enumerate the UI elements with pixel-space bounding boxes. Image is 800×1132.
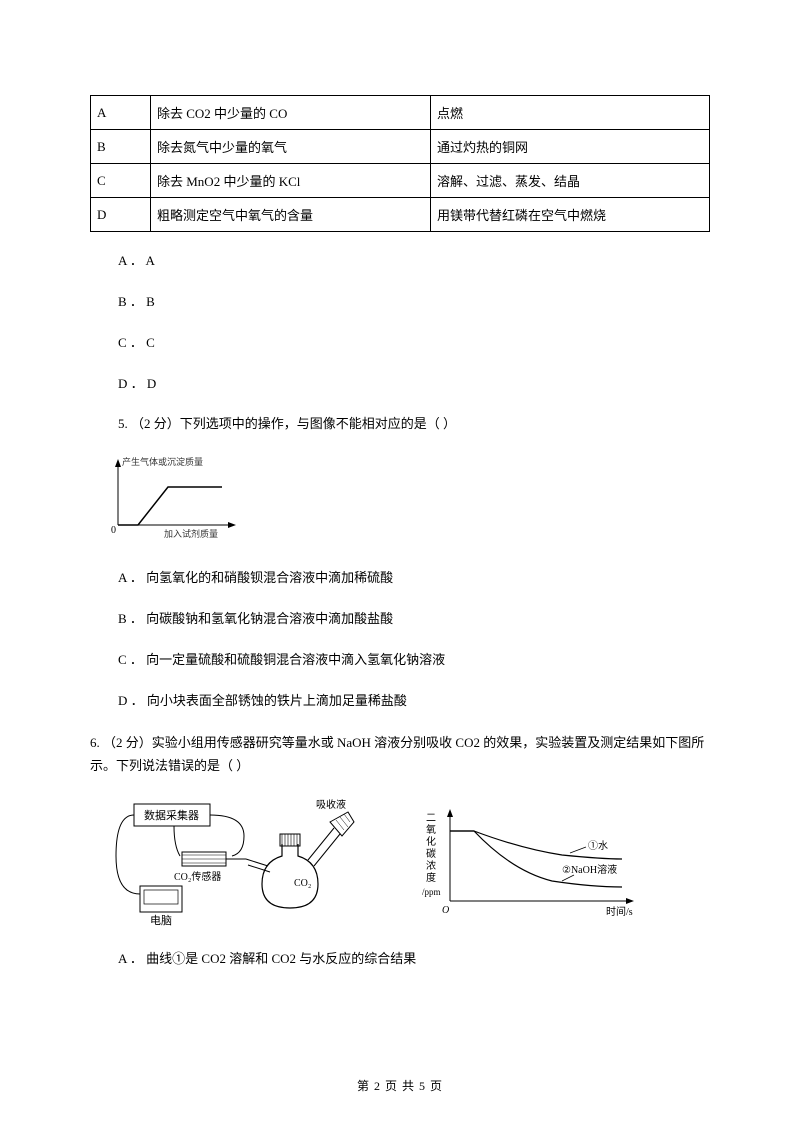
graph-xlabel: 加入试剂质量	[164, 528, 218, 539]
svg-text:/ppm: /ppm	[422, 887, 441, 897]
svg-text:0: 0	[111, 525, 116, 536]
svg-text:②NaOH溶液: ②NaOH溶液	[562, 863, 617, 876]
svg-text:电脑: 电脑	[150, 914, 172, 926]
page-content: A 除去 CO2 中少量的 CO 点燃 B 除去氮气中少量的氧气 通过灼热的铜网…	[0, 0, 800, 967]
cell-label: A	[91, 96, 151, 130]
q6-option-a: A ． 曲线①是 CO2 溶解和 CO2 与水反应的综合结果	[118, 948, 710, 967]
svg-text:CO₂传感器: CO₂传感器	[174, 870, 221, 883]
svg-text:化: 化	[426, 835, 436, 848]
experiment-table: A 除去 CO2 中少量的 CO 点燃 B 除去氮气中少量的氧气 通过灼热的铜网…	[90, 95, 710, 232]
q4-option-b: B ． B	[118, 291, 710, 310]
svg-text:①水: ①水	[588, 840, 608, 852]
cell-label: D	[91, 198, 151, 232]
cell-method: 溶解、过滤、蒸发、结晶	[431, 164, 710, 198]
q5-option-c: C ． 向一定量硫酸和硫酸铜混合溶液中滴入氢氧化钠溶液	[118, 649, 710, 668]
table-row: D 粗略测定空气中氧气的含量 用镁带代替红磷在空气中燃烧	[91, 198, 710, 232]
svg-text:氧: 氧	[426, 823, 436, 836]
q5-option-b: B ． 向碳酸钠和氢氧化钠混合溶液中滴加酸盐酸	[118, 608, 710, 627]
q5-stem: 5. （2 分）下列选项中的操作，与图像不能相对应的是（ ）	[118, 414, 710, 435]
svg-text:碳: 碳	[426, 847, 436, 860]
table-row: B 除去氮气中少量的氧气 通过灼热的铜网	[91, 130, 710, 164]
cell-purpose: 除去 CO2 中少量的 CO	[151, 96, 431, 130]
graph-ylabel: 产生气体或沉淀质量	[122, 456, 203, 467]
cell-label: B	[91, 130, 151, 164]
svg-text:数据采集器: 数据采集器	[144, 808, 199, 822]
table-row: C 除去 MnO2 中少量的 KCl 溶解、过滤、蒸发、结晶	[91, 164, 710, 198]
svg-text:吸收液: 吸收液	[316, 798, 346, 811]
cell-purpose: 粗略测定空气中氧气的含量	[151, 198, 431, 232]
svg-text:二: 二	[426, 813, 436, 824]
svg-text:CO₂: CO₂	[294, 878, 311, 889]
q5-option-d: D ． 向小块表面全部锈蚀的铁片上滴加足量稀盐酸	[118, 690, 710, 709]
apparatus-diagram: 数据采集器 CO₂传感器 电脑	[104, 796, 394, 926]
cell-purpose: 除去氮气中少量的氧气	[151, 130, 431, 164]
table-row: A 除去 CO2 中少量的 CO 点燃	[91, 96, 710, 130]
page-footer: 第 2 页 共 5 页	[0, 1077, 800, 1094]
cell-method: 通过灼热的铜网	[431, 130, 710, 164]
q5-option-a: A ． 向氢氧化的和硝酸钡混合溶液中滴加稀硫酸	[118, 567, 710, 586]
q4-option-d: D ． D	[118, 373, 710, 392]
q4-option-c: C ． C	[118, 332, 710, 351]
cell-method: 点燃	[431, 96, 710, 130]
svg-text:浓: 浓	[426, 860, 436, 872]
svg-text:时间/s: 时间/s	[606, 905, 633, 918]
q5-graph: 产生气体或沉淀质量 加入试剂质量 0	[104, 453, 710, 545]
result-chart: 二 氧 化 碳 浓 度 /ppm ①水 ②NaOH溶液 O 时间/s	[422, 801, 652, 921]
cell-purpose: 除去 MnO2 中少量的 KCl	[151, 164, 431, 198]
svg-text:度: 度	[426, 871, 436, 884]
q6-stem: 6. （2 分）实验小组用传感器研究等量水或 NaOH 溶液分别吸收 CO2 的…	[90, 731, 710, 778]
cell-method: 用镁带代替红磷在空气中燃烧	[431, 198, 710, 232]
q6-diagrams: 数据采集器 CO₂传感器 电脑	[104, 796, 710, 926]
cell-label: C	[91, 164, 151, 198]
svg-text:O: O	[442, 905, 449, 916]
q4-option-a: A ． A	[118, 250, 710, 269]
